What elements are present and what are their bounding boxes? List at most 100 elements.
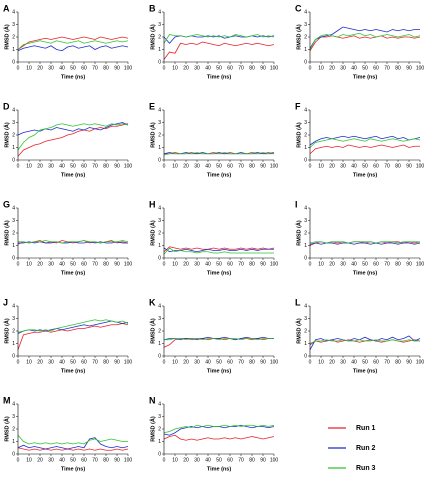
x-axis-label: Time (ns) (61, 466, 86, 472)
x-tick-label: 40 (59, 163, 65, 169)
x-tick-label: 80 (249, 261, 255, 267)
y-tick-label: 2 (12, 34, 15, 40)
x-tick-label: 0 (163, 65, 166, 71)
series-line (17, 45, 129, 52)
y-tick-label: 2 (304, 328, 307, 334)
series-line (163, 434, 275, 441)
panel-label: C (295, 3, 302, 13)
x-tick-label: 90 (114, 457, 120, 463)
panel-label: H (149, 199, 156, 209)
x-tick-label: 90 (406, 261, 412, 267)
x-tick-label: 0 (17, 261, 20, 267)
y-tick-label: 3 (12, 218, 15, 224)
x-tick-label: 30 (194, 261, 200, 267)
y-tick-label: 1 (12, 439, 15, 445)
x-tick-label: 40 (351, 163, 357, 169)
series-line (17, 323, 129, 350)
x-tick-label: 40 (205, 261, 211, 267)
series-line (163, 41, 275, 60)
x-axis-label: Time (ns) (61, 74, 86, 80)
series-line (163, 336, 274, 341)
series-line (309, 144, 420, 155)
x-tick-label: 60 (227, 359, 233, 365)
x-axis-label: Time (ns) (207, 466, 232, 472)
x-tick-label: 90 (406, 65, 412, 71)
x-tick-label: 100 (416, 261, 425, 267)
x-tick-label: 50 (216, 163, 222, 169)
x-tick-label: 70 (238, 457, 244, 463)
x-tick-label: 0 (309, 163, 312, 169)
x-tick-label: 10 (318, 163, 324, 169)
x-tick-label: 50 (70, 261, 76, 267)
y-tick-label: 1 (158, 439, 161, 445)
x-tick-label: 80 (103, 359, 109, 365)
panel-label: N (149, 395, 156, 405)
x-tick-label: 10 (26, 261, 32, 267)
x-tick-label: 80 (395, 359, 401, 365)
y-tick-label: 4 (158, 205, 161, 211)
x-tick-label: 10 (318, 359, 324, 365)
x-tick-label: 90 (114, 359, 120, 365)
panel-label: B (149, 3, 156, 13)
x-tick-label: 30 (48, 65, 54, 71)
x-tick-label: 90 (406, 359, 412, 365)
y-axis-label: RMSD (Å) (149, 24, 156, 50)
series-line (309, 32, 421, 50)
y-tick-label: 1 (158, 243, 161, 249)
y-tick-label: 3 (12, 22, 15, 28)
x-tick-label: 20 (183, 359, 189, 365)
series-line (163, 247, 274, 253)
x-tick-label: 100 (124, 163, 133, 169)
x-tick-label: 40 (59, 65, 65, 71)
y-tick-label: 4 (158, 9, 161, 15)
x-tick-label: 80 (103, 457, 109, 463)
panel-label: E (149, 101, 155, 111)
x-tick-label: 80 (395, 261, 401, 267)
series-line (309, 339, 421, 346)
y-axis-label: RMSD (Å) (149, 220, 156, 246)
y-tick-label: 4 (12, 9, 15, 15)
y-tick-label: 3 (304, 22, 307, 28)
y-tick-label: 0 (158, 353, 161, 359)
series-line (17, 240, 129, 245)
series-line (17, 447, 129, 451)
x-tick-label: 40 (351, 359, 357, 365)
x-tick-label: 70 (384, 65, 390, 71)
y-tick-label: 0 (158, 157, 161, 163)
y-tick-label: 3 (12, 120, 15, 126)
y-tick-label: 0 (12, 255, 15, 261)
x-tick-label: 50 (216, 457, 222, 463)
legend-label: Run 3 (356, 465, 376, 472)
y-tick-label: 1 (304, 47, 307, 53)
x-tick-label: 90 (260, 163, 266, 169)
y-tick-label: 1 (158, 341, 161, 347)
x-tick-label: 80 (103, 65, 109, 71)
x-axis-label: Time (ns) (61, 368, 86, 374)
x-tick-label: 10 (172, 457, 178, 463)
x-tick-label: 0 (309, 65, 312, 71)
x-tick-label: 80 (249, 163, 255, 169)
x-tick-label: 90 (260, 261, 266, 267)
x-tick-label: 100 (270, 359, 279, 365)
panel-label: K (149, 297, 156, 307)
x-tick-label: 50 (362, 163, 368, 169)
y-tick-label: 3 (304, 316, 307, 322)
x-tick-label: 70 (238, 261, 244, 267)
y-tick-label: 1 (304, 145, 307, 151)
x-tick-label: 70 (238, 163, 244, 169)
x-tick-label: 10 (172, 163, 178, 169)
y-tick-label: 0 (304, 353, 307, 359)
series-line (17, 437, 129, 450)
y-tick-label: 3 (12, 414, 15, 420)
x-tick-label: 30 (194, 457, 200, 463)
x-tick-label: 40 (59, 457, 65, 463)
series-line (309, 242, 421, 245)
x-tick-label: 60 (227, 457, 233, 463)
series-line (17, 434, 128, 445)
y-tick-label: 3 (158, 414, 161, 420)
x-tick-label: 50 (216, 261, 222, 267)
x-tick-label: 50 (216, 65, 222, 71)
series-line (163, 247, 274, 255)
series-line (163, 246, 275, 253)
